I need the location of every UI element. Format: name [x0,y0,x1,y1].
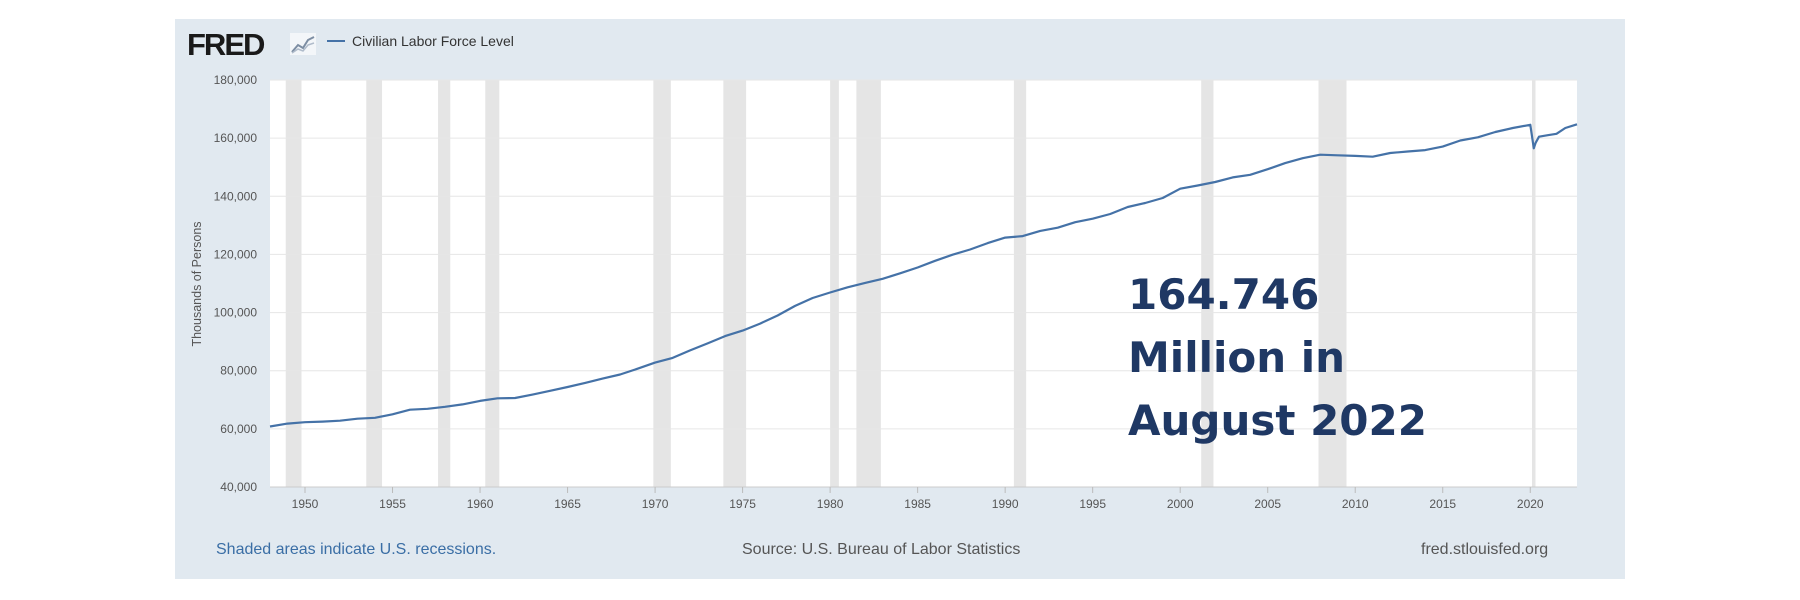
series-layer [269,123,1578,428]
x-tick-label: 2020 [1517,497,1544,511]
annotation-unit: Million in [1128,333,1346,382]
legend-label: Civilian Labor Force Level [352,33,514,49]
x-tick-label: 2010 [1342,497,1369,511]
recession-band-10 [1318,80,1347,487]
source-text: Source: U.S. Bureau of Labor Statistics [742,541,1021,558]
x-tick-label: 1980 [817,497,844,511]
x-tick-label: 1965 [554,497,581,511]
x-tick-label: 1960 [467,497,494,511]
recession-band-9 [1201,80,1214,487]
y-axis-label: Thousands of Persons [190,221,204,346]
x-tick-label: 1975 [729,497,756,511]
x-axis-ticks: 1950 1955 1960 1965 1970 1975 1980 1985 1990 1995… [292,487,1544,511]
fred-logo[interactable]: FRED [187,27,265,62]
value-annotation: 164.746 Million in August 2022 [1128,263,1427,452]
site-link[interactable]: fred.stlouisfed.org [1421,541,1549,558]
x-tick-label: 1950 [292,497,319,511]
x-tick-label: 1990 [992,497,1019,511]
x-tick-label: 2005 [1254,497,1281,511]
x-tick-label: 1955 [379,497,406,511]
y-tick-label: 140,000 [214,189,258,203]
legend-line-swatch [327,40,345,42]
y-tick-label: 180,000 [214,73,258,87]
recession-band-11 [1532,80,1536,487]
y-tick-label: 160,000 [214,131,258,145]
x-tick-label: 2000 [1167,497,1194,511]
recession-band-6 [830,80,839,487]
recession-note: Shaded areas indicate U.S. recessions. [216,541,497,558]
y-tick-label: 40,000 [220,480,257,494]
recession-band-0 [285,80,302,487]
recession-band-4 [653,80,671,487]
recession-shading [285,80,1536,487]
y-tick-label: 120,000 [214,247,258,261]
series-line-0 [269,123,1578,428]
recession-band-8 [1013,80,1027,487]
recession-band-3 [485,80,500,487]
recession-band-1 [366,80,383,487]
x-tick-label: 1970 [642,497,669,511]
y-axis-ticks: 40,000 60,000 80,000 100,000 120,000 140,000 1… [214,73,258,494]
fred-graph-icon [290,33,316,55]
y-tick-label: 60,000 [220,422,257,436]
x-tick-label: 2015 [1429,497,1456,511]
x-tick-label: 1985 [904,497,931,511]
annotation-date: August 2022 [1128,396,1427,445]
line-chart: 40,000 60,000 80,000 100,000 120,000 140,000 1… [190,73,1578,511]
y-tick-label: 100,000 [214,306,258,320]
x-tick-label: 1995 [1079,497,1106,511]
recession-band-5 [723,80,747,487]
fred-chart-panel: 40,000 60,000 80,000 100,000 120,000 140,000 1… [175,19,1625,579]
grid-lines [270,79,1577,488]
recession-band-2 [438,80,451,487]
y-tick-label: 80,000 [220,364,257,378]
chart-legend[interactable]: Civilian Labor Force Level [327,33,514,49]
annotation-value: 164.746 [1128,270,1320,319]
